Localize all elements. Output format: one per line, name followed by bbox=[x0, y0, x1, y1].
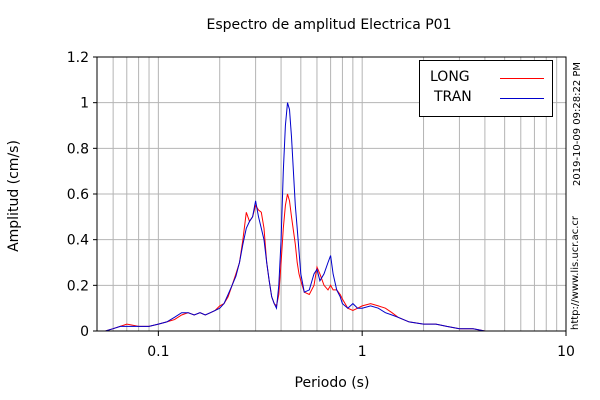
x-tick-label: 10 bbox=[557, 344, 575, 360]
x-axis-label: Periodo (s) bbox=[294, 375, 370, 391]
legend: LONG TRAN bbox=[419, 60, 553, 117]
y-tick-label: 1 bbox=[80, 96, 89, 112]
timestamp-label: 2019-10-09 09:28:22 PM bbox=[572, 61, 583, 186]
source-url-label: http://www.lis.ucr.ac.cr bbox=[570, 216, 581, 330]
y-tick-label: 0.2 bbox=[67, 278, 89, 294]
chart-title: Espectro de amplitud Electrica P01 bbox=[206, 17, 452, 33]
y-tick-label: 0 bbox=[80, 324, 89, 340]
legend-swatch-long bbox=[500, 78, 544, 79]
x-tick-label: 1 bbox=[358, 344, 367, 360]
legend-swatch-tran bbox=[500, 98, 544, 99]
y-tick-label: 0.8 bbox=[67, 141, 89, 157]
legend-entry-tran: TRAN bbox=[420, 89, 552, 107]
y-tick-label: 0.4 bbox=[67, 233, 89, 249]
y-tick-label: 1.2 bbox=[67, 50, 89, 66]
legend-label-long: LONG bbox=[430, 69, 470, 85]
y-tick-label: 0.6 bbox=[67, 187, 89, 203]
y-axis-label: Amplitud (cm/s) bbox=[6, 140, 22, 252]
legend-label-tran: TRAN bbox=[434, 89, 472, 105]
x-tick-label: 0.1 bbox=[147, 344, 169, 360]
legend-entry-long: LONG bbox=[420, 69, 552, 87]
series-line-tran bbox=[97, 102, 566, 332]
